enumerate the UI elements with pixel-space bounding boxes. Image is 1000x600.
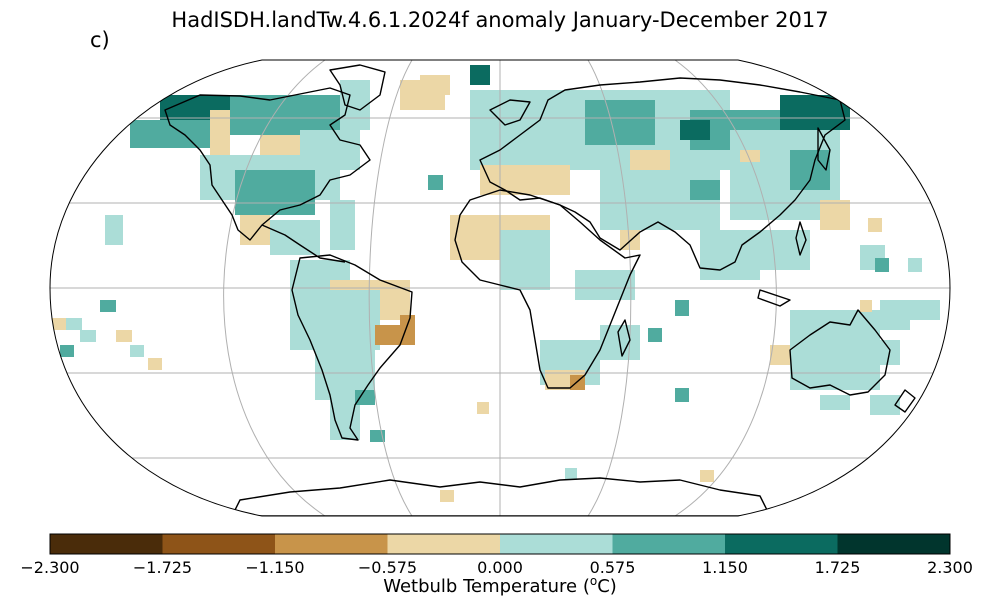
colorbar-frame bbox=[49, 533, 951, 555]
colorbar-segment bbox=[387, 534, 501, 554]
colorbar-segment bbox=[837, 534, 951, 554]
colorbar-tick-label: −2.300 bbox=[20, 558, 80, 577]
colorbar bbox=[50, 534, 951, 554]
colorbar-label-sup: o bbox=[589, 574, 598, 588]
colorbar-segment bbox=[725, 534, 838, 554]
colorbar-label-suffix: C) bbox=[597, 576, 617, 597]
colorbar-label-prefix: Wetbulb Temperature ( bbox=[383, 576, 590, 597]
colorbar-tick-label: 1.150 bbox=[702, 558, 748, 577]
map-outline bbox=[49, 59, 951, 517]
colorbar-tick-label: −1.725 bbox=[132, 558, 193, 577]
colorbar-tick-label: −0.575 bbox=[357, 558, 418, 577]
colorbar-segment bbox=[500, 534, 613, 554]
colorbar-segment bbox=[162, 534, 276, 554]
colorbar-tick-label: −1.150 bbox=[245, 558, 305, 577]
map-title: HadISDH.landTw.4.6.1.2024f anomaly Janua… bbox=[171, 8, 829, 32]
colorbar-segment bbox=[275, 534, 388, 554]
colorbar-tick-label: 0.000 bbox=[477, 558, 523, 577]
colorbar-tick-label: 0.575 bbox=[589, 558, 636, 577]
colorbar-label: Wetbulb Temperature (oC) bbox=[0, 574, 1000, 597]
coastlines bbox=[164, 64, 916, 516]
graticule bbox=[50, 60, 950, 516]
colorbar-segment bbox=[50, 534, 163, 554]
anomaly-grid bbox=[52, 65, 940, 502]
colorbar-tick-label: 1.725 bbox=[814, 558, 861, 577]
panel-label: c) bbox=[90, 28, 110, 52]
colorbar-tick-label: 2.300 bbox=[927, 558, 973, 577]
colorbar-segment bbox=[612, 534, 726, 554]
